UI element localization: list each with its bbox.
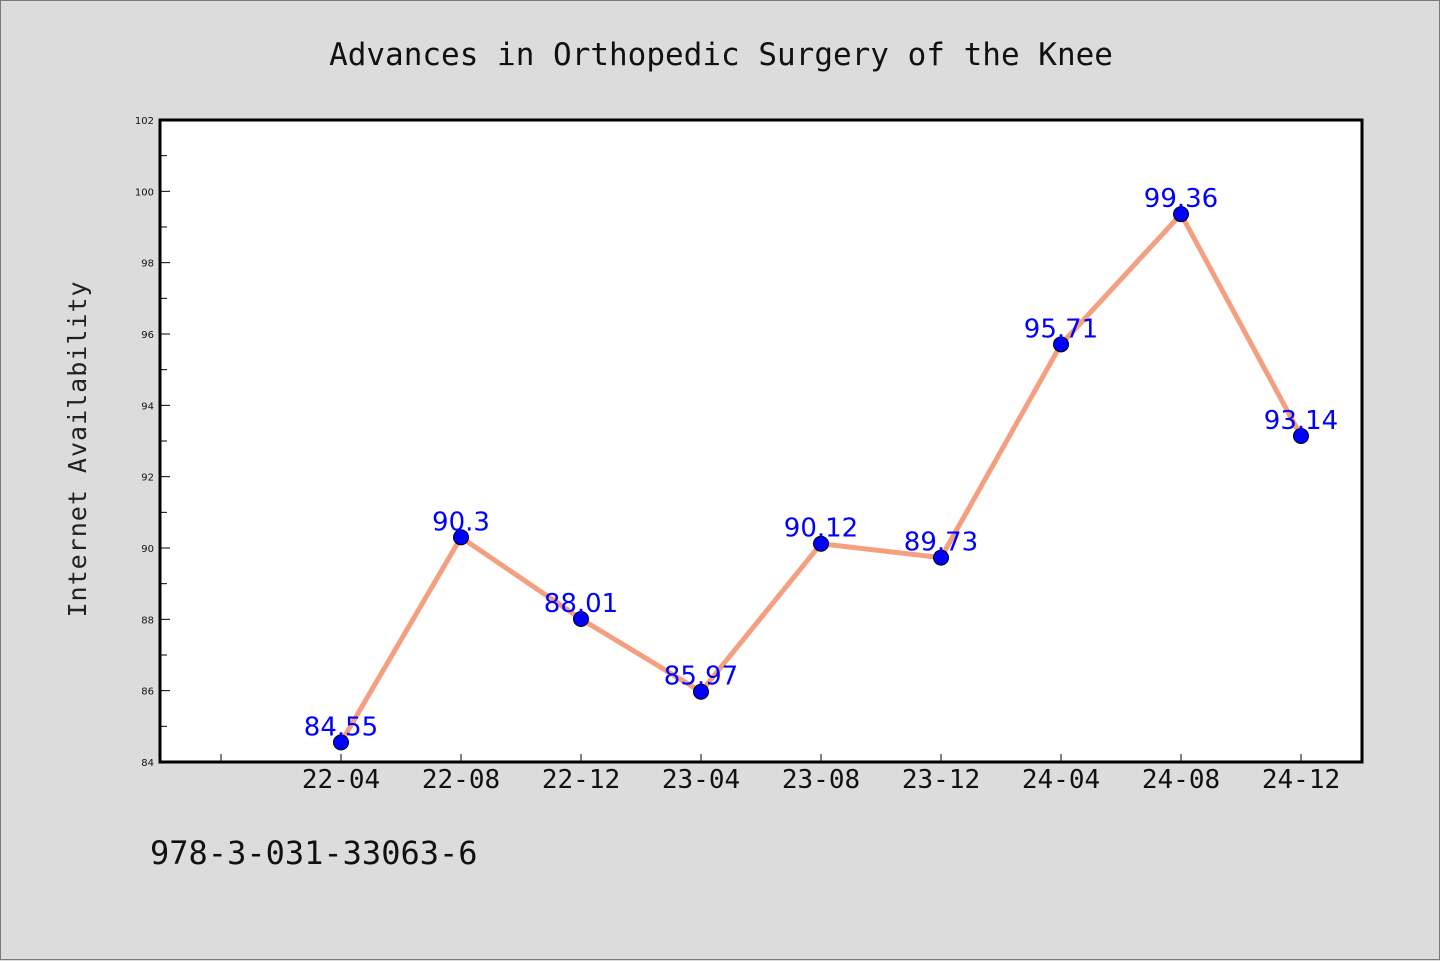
y-axis-ticks: 84 86 88 90 92 94 96 98 100 102 [135,116,170,769]
plot-area [158,118,1364,764]
data-point-label: 88.01 [544,589,618,619]
data-point-label: 90.12 [784,514,858,544]
data-point-label: 90.3 [432,507,490,537]
y-tick-label: 84 [141,758,154,769]
data-point-label: 85.97 [664,662,738,692]
y-tick-label: 88 [141,615,154,626]
data-point-marker [1293,428,1309,445]
y-tick-label: 86 [141,687,154,698]
chart-title: Advances in Orthopedic Surgery of the Kn… [329,37,1113,73]
isbn-footer: 978-3-031-33063-6 [150,834,478,872]
data-point-label: 99.36 [1144,184,1218,214]
x-tick-label: 24-08 [1142,765,1220,795]
x-tick-label: 22-04 [302,765,380,795]
y-tick-label: 96 [141,330,154,341]
data-point-label: 93.14 [1264,406,1338,436]
y-tick-label: 92 [141,473,154,484]
data-point-marker [573,610,589,627]
data-point-marker [693,683,709,700]
x-tick-label: 24-04 [1022,765,1100,795]
x-tick-label: 24-12 [1262,765,1340,795]
data-point-marker [1173,206,1189,223]
data-point-marker [933,549,949,566]
data-point-label: 84.55 [304,712,378,742]
y-axis-label: Internet Availability [63,280,92,617]
data-point-marker [333,734,349,751]
y-tick-label: 102 [135,116,154,127]
x-tick-label: 23-08 [782,765,860,795]
data-point-marker [813,535,829,552]
y-tick-label: 98 [141,259,154,270]
x-axis-ticks: 22-04 22-08 22-12 23-04 23-08 23-12 24-04 24-08… [220,754,1340,795]
data-point-label: 95.71 [1024,314,1098,344]
series-line-group: 84.55 90.3 88.01 85.97 90.12 89.73 95.71 99.36 9… [304,184,1338,751]
data-point-label: 89.73 [904,528,978,558]
y-tick-label: 100 [135,187,154,198]
x-tick-label: 23-12 [902,765,980,795]
y-tick-label: 94 [141,401,154,412]
x-tick-label: 23-04 [662,765,740,795]
y-tick-label: 90 [141,544,154,555]
data-point-marker [1053,336,1069,353]
x-tick-label: 22-12 [542,765,620,795]
x-tick-label: 22-08 [422,765,500,795]
data-point-marker [453,529,469,546]
